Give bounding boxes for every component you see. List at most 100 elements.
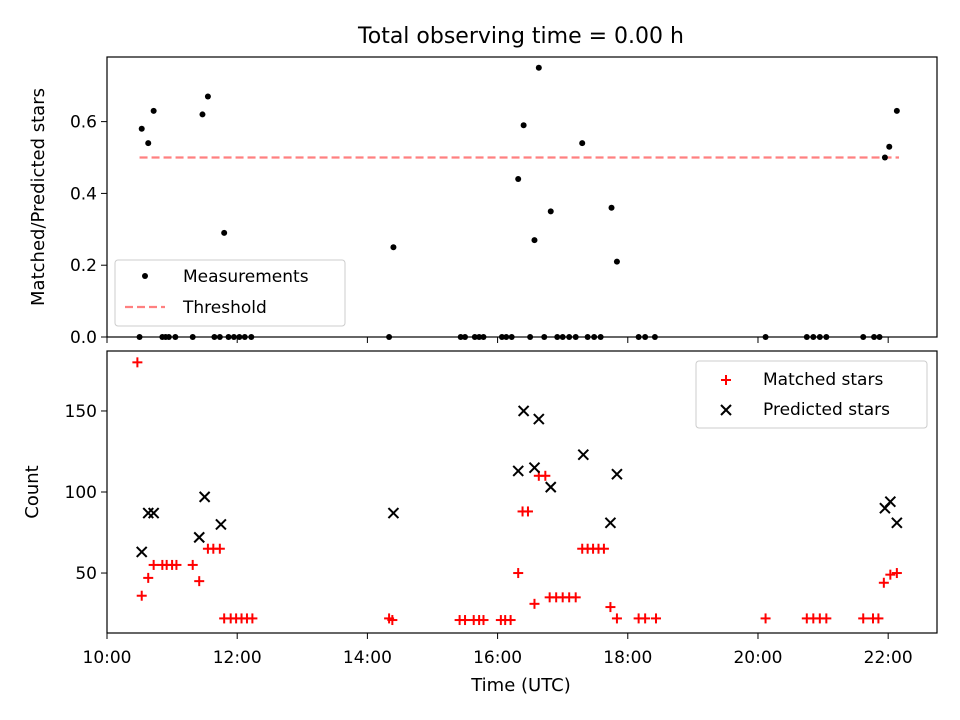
bottom-ytick-label: 150 [65,402,97,422]
bottom-legend: Matched stars Predicted stars [695,360,928,429]
bottom-plot-frame [106,350,938,634]
predicted-point [533,413,545,425]
predicted-point-b [517,405,530,417]
predicted-point [136,546,148,558]
matched-point [171,559,182,570]
measurement-point [613,258,620,265]
matched-point [611,613,622,624]
predicted-point-b [545,481,557,493]
bottom-ylabel: Count [22,465,43,518]
predicted-point [193,531,205,544]
measurement-point [520,122,527,129]
bottom-ytick-label: 100 [65,483,97,503]
bottom-xtick-label: 10:00 [83,648,132,668]
legend-matched-label: Matched stars [763,370,883,390]
matched-point [148,559,159,570]
predicted-point-b [147,507,160,519]
predicted-point [611,468,623,480]
predicted-point [517,405,530,417]
matched-point [873,613,884,624]
legend-predicted-marker [720,404,732,416]
predicted-point [142,507,154,519]
measurement-point [204,93,211,100]
bottom-ytick-label: 50 [75,564,97,584]
legend-predicted-label: Predicted stars [763,400,890,420]
predicted-point [545,481,557,493]
predicted-point-b [533,413,545,425]
legend-measurements-marker [142,273,148,279]
predicted-point [577,449,590,461]
predicted-point [604,517,617,529]
top-axes: 0.0 0.2 0.4 0.6 [70,113,889,348]
bottom-xtick-label: 16:00 [473,648,522,668]
bottom-axes: 50 100 150 10:00 12:00 14:00 16:00 18:00 20:00 22… [65,402,913,668]
matched-point [522,506,533,517]
matched-point [821,613,832,624]
figure-title: Total observing time = 0.00 h [357,24,684,49]
measurement-point [535,64,542,71]
matched-point [650,613,661,624]
top-panel: 0.0 0.2 0.4 0.6 Matched/Predicted stars Mea… [28,56,938,348]
predicted-point-b [884,496,897,508]
matched-point [247,613,258,624]
matched-point [605,602,616,613]
top-ytick-label: 0.0 [70,328,97,348]
bottom-xtick-label: 22:00 [864,648,913,668]
matched-point [214,543,225,554]
predicted-point [891,517,903,529]
predicted-point-b [512,465,524,477]
matched-point [187,559,198,570]
top-ytick-label: 0.4 [70,184,97,204]
predicted-point [884,496,897,508]
measurement-point [221,229,228,236]
bottom-legend-frame [695,360,928,429]
predicted-point-b [604,517,617,529]
bottom-xtick-label: 14:00 [343,648,392,668]
measurement-point [531,237,538,244]
predicted-point-b [611,468,623,480]
predicted-point-b [136,546,148,558]
legend-threshold-label: Threshold [182,298,267,318]
legend-predicted-marker-b [720,404,732,416]
predicted-point-b [891,517,903,529]
matched-point [598,543,609,554]
legend-measurements-label: Measurements [183,267,309,287]
matched-point [760,613,771,624]
matched-point [540,470,551,481]
figure-xlabel: Time (UTC) [470,675,571,696]
predicted-point-b [193,531,205,544]
matched-point [878,577,889,588]
matched-point [513,568,524,579]
top-legend: Measurements Threshold [114,259,346,327]
matched-point [891,568,902,579]
predicted-point-b [198,491,211,503]
top-ylabel: Matched/Predicted stars [28,88,49,306]
predicted-point-b [215,518,227,531]
measurement-point [608,204,615,211]
legend-matched-marker [721,375,731,385]
matched-point [640,613,651,624]
matched-point [132,357,143,368]
matched-point [387,615,398,626]
predicted-point [528,461,541,474]
bottom-marks [132,357,903,626]
bottom-panel: 50 100 150 10:00 12:00 14:00 16:00 18:00 20:00 22… [22,350,938,668]
measurement-point [390,244,397,251]
bottom-xtick-label: 12:00 [213,648,262,668]
predicted-point-b [387,507,400,519]
bottom-xtick-label: 18:00 [603,648,652,668]
measurement-point [145,140,152,147]
matched-point [143,572,154,583]
top-plot-frame [106,56,938,338]
top-legend-frame [114,259,346,327]
matched-point [529,598,540,609]
matched-point [858,613,869,624]
predicted-point-b [528,461,541,474]
matched-point [460,615,471,626]
measurement-point [579,140,586,147]
measurement-point [547,208,554,215]
predicted-point [198,491,211,503]
matched-point [478,615,489,626]
top-ytick-label: 0.6 [70,113,97,133]
